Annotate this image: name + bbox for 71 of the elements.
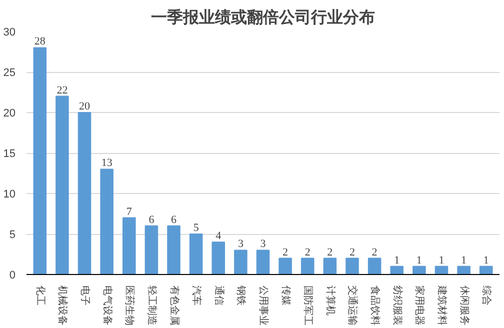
- bar: [189, 234, 203, 274]
- data-label: 4: [216, 230, 222, 242]
- data-label: 2: [304, 246, 310, 258]
- x-tick-label: 传媒: [280, 286, 291, 306]
- bar: [346, 258, 359, 274]
- y-tick-label: 0: [9, 270, 16, 282]
- data-label: 7: [126, 206, 132, 218]
- x-tick-label: 汽车: [190, 286, 203, 306]
- bar: [122, 217, 136, 274]
- y-tick-label: 25: [3, 67, 16, 79]
- x-tick-label: 家用电器: [414, 286, 426, 326]
- x-tick-label: 轻工制造: [146, 286, 158, 326]
- y-tick-label: 30: [3, 26, 16, 38]
- data-label: 2: [282, 246, 288, 258]
- y-tick-label: 20: [3, 108, 16, 120]
- x-tick-label: 有色金属: [168, 286, 180, 326]
- data-label: 3: [238, 238, 244, 250]
- bar: [56, 96, 69, 274]
- x-tick-label: 纺织服装: [391, 286, 404, 326]
- x-tick-label: 医药生物: [124, 286, 136, 326]
- x-tick-label: 计算机: [324, 286, 336, 316]
- y-tick-label: 15: [3, 148, 16, 160]
- x-tick-label: 建筑材料: [436, 284, 448, 326]
- data-label: 1: [461, 254, 467, 266]
- bar: [78, 112, 92, 274]
- x-tick-label: 机械设备: [56, 286, 69, 326]
- bar: [479, 266, 493, 274]
- bar: [434, 266, 448, 274]
- data-label: 6: [171, 214, 178, 226]
- data-label: 1: [438, 254, 444, 266]
- data-label: 22: [56, 84, 68, 96]
- data-label: 1: [416, 254, 422, 266]
- y-tick-label: 10: [3, 188, 16, 200]
- x-tick-label: 国防军工: [302, 286, 314, 326]
- x-tick-label: 化工: [34, 286, 46, 306]
- x-tick-label: 综合: [480, 286, 493, 306]
- bar: [167, 225, 180, 274]
- x-tick-label: 电气设备: [101, 286, 114, 326]
- bar: [144, 225, 158, 274]
- bar: [33, 47, 47, 274]
- data-label: 3: [260, 238, 266, 250]
- bar: [323, 258, 337, 274]
- bar: [212, 242, 226, 274]
- bar: [368, 258, 382, 274]
- x-tick-label: 钢铁: [235, 284, 248, 306]
- x-tick-label: 休闲服务: [458, 286, 470, 326]
- data-label: 2: [327, 246, 333, 258]
- bar: [412, 266, 426, 274]
- x-tick-label: 食品饮料: [369, 286, 382, 326]
- data-label: 2: [349, 246, 355, 258]
- data-label: 1: [483, 254, 489, 266]
- data-label: 20: [79, 100, 91, 112]
- data-label: 28: [34, 36, 46, 48]
- data-label: 6: [148, 214, 155, 226]
- data-label: 13: [101, 157, 113, 170]
- bar: [256, 250, 270, 274]
- data-label: 1: [394, 254, 400, 266]
- y-tick-label: 5: [9, 229, 16, 241]
- chart-title: 一季报业绩或翻倍公司行业分布: [151, 8, 375, 26]
- data-label: 5: [193, 222, 200, 234]
- x-tick-label: 交通运输: [346, 286, 359, 326]
- x-tick-label: 公用事业: [258, 286, 270, 326]
- bar: [278, 258, 292, 274]
- x-tick-label: 通信: [212, 286, 225, 306]
- bar: [234, 250, 248, 274]
- bar: [457, 266, 470, 274]
- data-label: 2: [372, 246, 378, 258]
- bar: [100, 168, 114, 274]
- bar: [300, 258, 314, 274]
- x-tick-label: 电子: [79, 286, 92, 306]
- bar: [390, 266, 404, 274]
